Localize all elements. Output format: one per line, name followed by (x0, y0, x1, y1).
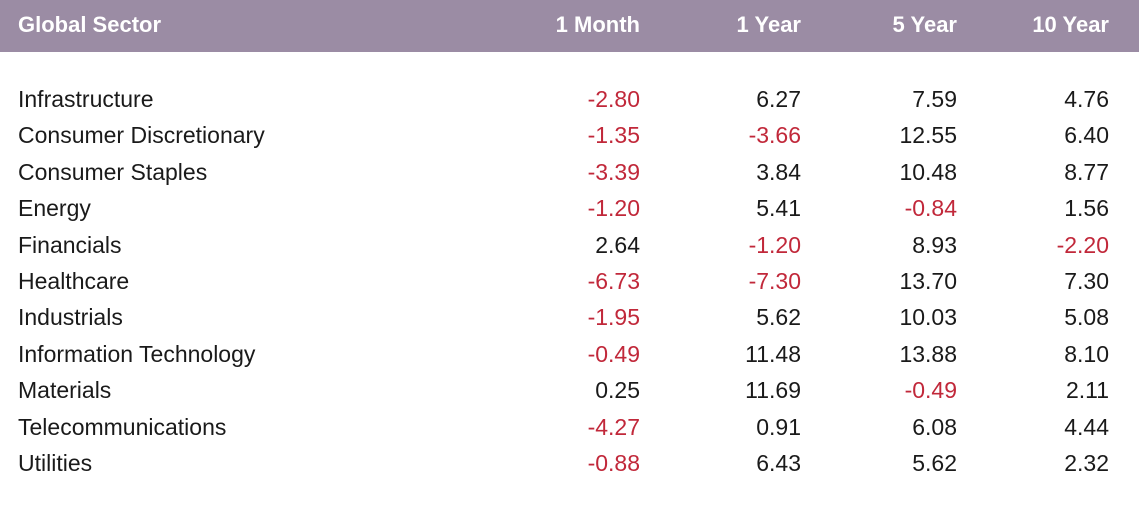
one-year-cell: 6.43 (756, 449, 801, 476)
table-row: Consumer Discretionary -1.35 -3.66 12.55 6.4… (0, 117, 1139, 153)
sector-cell: Materials (18, 377, 112, 404)
sector-cell: Consumer Staples (18, 158, 208, 185)
one-month-cell: -3.39 (587, 158, 640, 185)
one-year-cell: 3.84 (756, 158, 801, 185)
ten-year-cell: 2.32 (1064, 449, 1109, 476)
table-header: Global Sector 1 Month 1 Year 5 Year 10 Y… (0, 0, 1139, 52)
five-year-cell: 12.55 (899, 122, 957, 149)
ten-year-cell: 7.30 (1064, 267, 1109, 294)
table-row: Energy -1.20 5.41 -0.84 1.56 (0, 190, 1139, 226)
one-year-cell: 0.91 (756, 413, 801, 440)
sector-cell: Financials (18, 231, 122, 258)
table-row: Materials 0.25 11.69 -0.49 2.11 (0, 372, 1139, 408)
one-month-cell: -6.73 (587, 267, 640, 294)
one-year-cell: 11.69 (745, 377, 801, 404)
five-year-cell: 8.93 (912, 231, 957, 258)
sector-cell: Utilities (18, 449, 93, 476)
header-1-year: 1 Year (736, 12, 801, 37)
sector-cell: Consumer Discretionary (18, 122, 265, 149)
five-year-cell: 10.03 (899, 304, 957, 331)
sector-cell: Healthcare (18, 267, 130, 294)
table-row: Infrastructure -2.80 6.27 7.59 4.76 (0, 81, 1139, 117)
one-month-cell: 2.64 (595, 231, 640, 258)
one-year-cell: 5.41 (756, 195, 801, 222)
table-row: Information Technology -0.49 11.48 13.88 8.1… (0, 336, 1139, 372)
ten-year-cell: 8.10 (1064, 340, 1109, 367)
one-year-cell: -7.30 (748, 267, 801, 294)
five-year-cell: 13.70 (899, 267, 957, 294)
one-month-cell: -2.80 (587, 86, 640, 112)
five-year-cell: 7.59 (912, 86, 957, 112)
sector-cell: Energy (18, 195, 91, 222)
one-month-cell: -1.95 (587, 304, 640, 331)
one-month-cell: 0.25 (595, 377, 640, 404)
one-year-cell: -1.20 (748, 231, 801, 258)
ten-year-cell: -2.20 (1056, 231, 1109, 258)
one-month-cell: -4.27 (587, 413, 640, 440)
one-year-cell: 6.27 (756, 86, 801, 112)
header-10-year: 10 Year (1032, 12, 1109, 37)
sector-cell: Telecommunications (18, 413, 227, 440)
table-row: Financials 2.64 -1.20 8.93 -2.20 (0, 227, 1139, 263)
one-month-cell: -1.20 (587, 195, 640, 222)
ten-year-cell: 1.56 (1064, 195, 1109, 222)
five-year-cell: 6.08 (912, 413, 957, 440)
header-1-month: 1 Month (555, 12, 640, 37)
five-year-cell: 13.88 (899, 340, 957, 367)
ten-year-cell: 8.77 (1064, 158, 1109, 185)
table-row: Utilities -0.88 6.43 5.62 2.32 (0, 445, 1139, 481)
five-year-cell: 10.48 (899, 158, 957, 185)
five-year-cell: -0.49 (904, 377, 957, 404)
one-year-cell: -3.66 (748, 122, 801, 149)
ten-year-cell: 4.44 (1064, 413, 1109, 440)
one-month-cell: -1.35 (587, 122, 640, 149)
one-month-cell: -0.88 (587, 449, 640, 476)
one-year-cell: 11.48 (745, 340, 801, 367)
header-global-sector: Global Sector (18, 12, 162, 37)
one-year-cell: 5.62 (756, 304, 801, 331)
five-year-cell: -0.84 (904, 195, 957, 222)
one-month-cell: -0.49 (587, 340, 640, 367)
sector-cell: Infrastructure (18, 86, 154, 112)
table-row: Consumer Staples -3.39 3.84 10.48 8.77 (0, 154, 1139, 190)
table-body: Infrastructure -2.80 6.27 7.59 4.76 Consumer … (0, 81, 1139, 481)
header-5-year: 5 Year (892, 12, 957, 37)
ten-year-cell: 2.11 (1065, 377, 1109, 404)
table-row: Healthcare -6.73 -7.30 13.70 7.30 (0, 263, 1139, 299)
ten-year-cell: 4.76 (1064, 86, 1109, 112)
table-row: Industrials -1.95 5.62 10.03 5.08 (0, 299, 1139, 335)
ten-year-cell: 6.40 (1064, 122, 1109, 149)
sector-cell: Industrials (18, 304, 123, 331)
five-year-cell: 5.62 (912, 449, 957, 476)
sector-cell: Information Technology (18, 340, 256, 367)
ten-year-cell: 5.08 (1064, 304, 1109, 331)
table-row: Telecommunications -4.27 0.91 6.08 4.44 (0, 409, 1139, 445)
